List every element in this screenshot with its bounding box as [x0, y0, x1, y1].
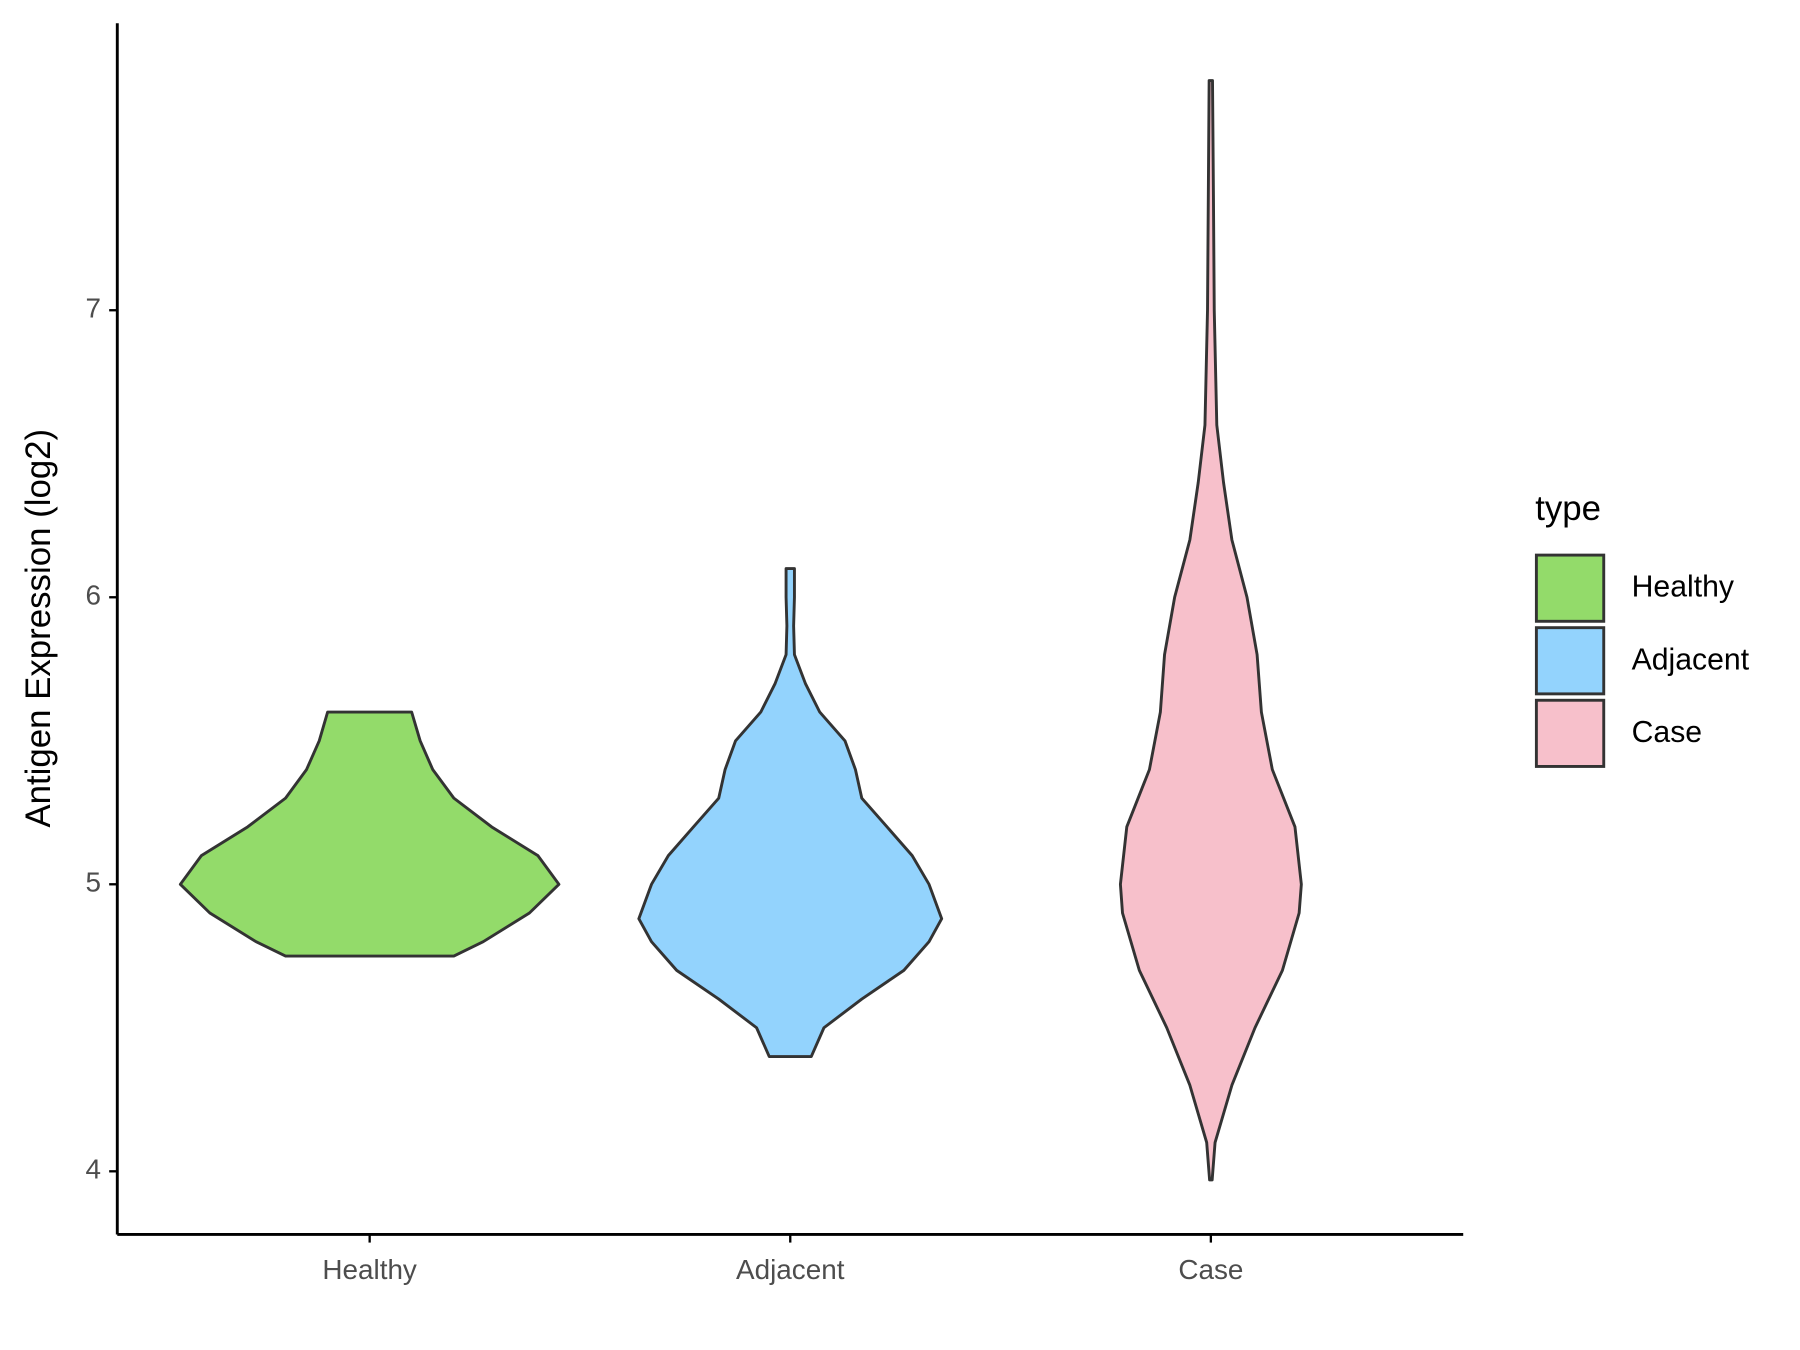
y-tick-label: 6 [86, 580, 102, 611]
legend-key [1534, 626, 1606, 696]
violin [1118, 79, 1303, 1182]
violin [178, 710, 561, 958]
y-tick-label: 4 [86, 1154, 102, 1185]
legend-label: Healthy [1632, 571, 1735, 604]
y-tick-label: 7 [86, 293, 102, 324]
legend-title: type [1535, 489, 1601, 528]
x-tick-label: Adjacent [736, 1254, 845, 1285]
y-tick-label: 5 [86, 867, 102, 898]
violin [637, 567, 944, 1058]
legend-key [1534, 553, 1606, 623]
legend-key [1534, 698, 1606, 768]
x-tick-label: Healthy [322, 1254, 417, 1285]
legend-label: Adjacent [1632, 643, 1750, 676]
legend-label: Case [1632, 716, 1702, 749]
y-axis-label: Antigen Expression (log2) [19, 429, 58, 828]
x-tick-label: Case [1178, 1254, 1243, 1285]
